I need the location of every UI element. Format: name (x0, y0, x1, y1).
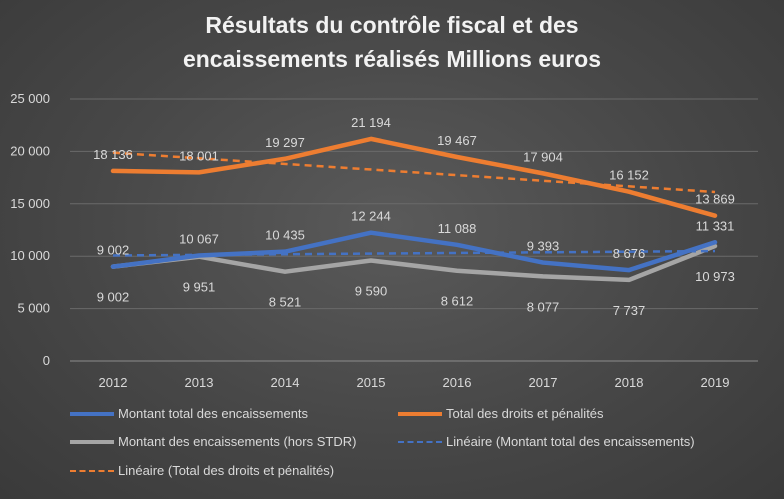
legend-swatch (398, 440, 442, 443)
series-line (110, 136, 718, 218)
data-label: 10 067 (179, 231, 219, 246)
data-label: 13 869 (695, 192, 735, 207)
data-label: 8 521 (269, 295, 302, 310)
data-label: 9 590 (355, 283, 388, 298)
series-line (110, 243, 718, 283)
y-tick-label: 25 000 (10, 91, 50, 106)
legend-item: Montant total des encaissements (70, 406, 308, 421)
legend-label: Montant total des encaissements (118, 406, 309, 421)
legend-label: Montant des encaissements (hors STDR) (118, 434, 357, 449)
data-label: 11 331 (696, 218, 735, 233)
data-label: 10 973 (695, 269, 735, 284)
data-label: 10 435 (265, 228, 305, 243)
data-label: 11 088 (438, 221, 477, 236)
x-tick-label: 2015 (357, 375, 386, 390)
chart-title-line-2: encaissements réalisés Millions euros (182, 46, 602, 72)
data-label: 16 152 (609, 168, 649, 183)
data-label: 8 077 (527, 299, 560, 314)
legend-swatch (70, 411, 114, 416)
x-tick-label: 2017 (529, 375, 558, 390)
data-label: 9 393 (527, 239, 560, 254)
legend-item: Linéaire (Total des droits et pénalités) (70, 463, 334, 478)
data-label: 18 136 (93, 147, 133, 162)
data-label: 18 001 (179, 148, 219, 163)
y-tick-label: 0 (43, 353, 50, 368)
data-label: 7 737 (613, 303, 646, 318)
legend-label: Linéaire (Total des droits et pénalités) (118, 463, 335, 478)
legend-swatch (398, 411, 442, 416)
data-label: 9 002 (97, 243, 130, 258)
legend-swatch (70, 439, 114, 444)
data-label: 9 951 (183, 280, 216, 295)
chart-title-line-1: Résultats du contrôle fiscal et des (205, 12, 579, 38)
legend-swatch (70, 469, 114, 472)
legend-label: Linéaire (Montant total des encaissement… (446, 434, 695, 449)
x-tick-label: 2016 (443, 375, 472, 390)
x-tick-label: 2018 (615, 375, 644, 390)
y-tick-label: 20 000 (10, 143, 50, 158)
x-tick-label: 2012 (99, 375, 128, 390)
data-label: 17 904 (523, 149, 563, 164)
data-label: 8 612 (441, 294, 474, 309)
data-label: 8 676 (613, 246, 646, 261)
x-tick-label: 2014 (271, 375, 300, 390)
data-label: 19 297 (265, 135, 305, 150)
x-tick-label: 2013 (185, 375, 214, 390)
y-tick-label: 10 000 (10, 248, 50, 263)
x-tick-label: 2019 (701, 375, 730, 390)
y-tick-label: 5 000 (17, 301, 50, 316)
trendline (112, 249, 716, 257)
legend-item: Total des droits et pénalités (398, 406, 604, 421)
trendline (112, 151, 716, 194)
data-label: 19 467 (437, 133, 477, 148)
legend-item: Linéaire (Montant total des encaissement… (398, 434, 695, 449)
data-label: 12 244 (351, 209, 391, 224)
y-tick-label: 15 000 (10, 196, 50, 211)
data-label: 9 002 (97, 290, 130, 305)
legend-item: Montant des encaissements (hors STDR) (70, 434, 356, 449)
legend-label: Total des droits et pénalités (446, 406, 604, 421)
chart-title: Résultats du contrôle fiscal et des enca… (0, 8, 784, 76)
data-label: 21 194 (351, 115, 391, 130)
